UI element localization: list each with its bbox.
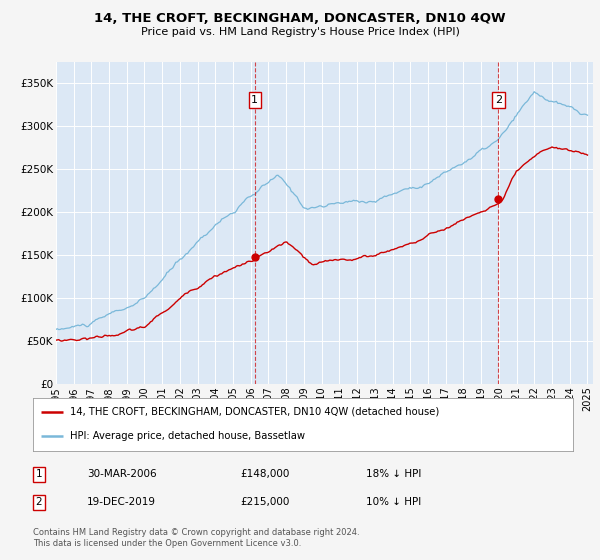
- Text: Contains HM Land Registry data © Crown copyright and database right 2024.
This d: Contains HM Land Registry data © Crown c…: [33, 528, 359, 548]
- Text: 19-DEC-2019: 19-DEC-2019: [87, 497, 156, 507]
- Text: 2: 2: [495, 95, 502, 105]
- Text: 30-MAR-2006: 30-MAR-2006: [87, 469, 157, 479]
- Text: 2: 2: [35, 497, 43, 507]
- Text: 1: 1: [35, 469, 43, 479]
- Text: 14, THE CROFT, BECKINGHAM, DONCASTER, DN10 4QW: 14, THE CROFT, BECKINGHAM, DONCASTER, DN…: [94, 12, 506, 25]
- Text: 10% ↓ HPI: 10% ↓ HPI: [366, 497, 421, 507]
- Text: 18% ↓ HPI: 18% ↓ HPI: [366, 469, 421, 479]
- Text: Price paid vs. HM Land Registry's House Price Index (HPI): Price paid vs. HM Land Registry's House …: [140, 27, 460, 37]
- Text: 1: 1: [251, 95, 259, 105]
- Text: £148,000: £148,000: [240, 469, 289, 479]
- Text: HPI: Average price, detached house, Bassetlaw: HPI: Average price, detached house, Bass…: [70, 431, 305, 441]
- Text: £215,000: £215,000: [240, 497, 289, 507]
- Text: 14, THE CROFT, BECKINGHAM, DONCASTER, DN10 4QW (detached house): 14, THE CROFT, BECKINGHAM, DONCASTER, DN…: [70, 407, 439, 417]
